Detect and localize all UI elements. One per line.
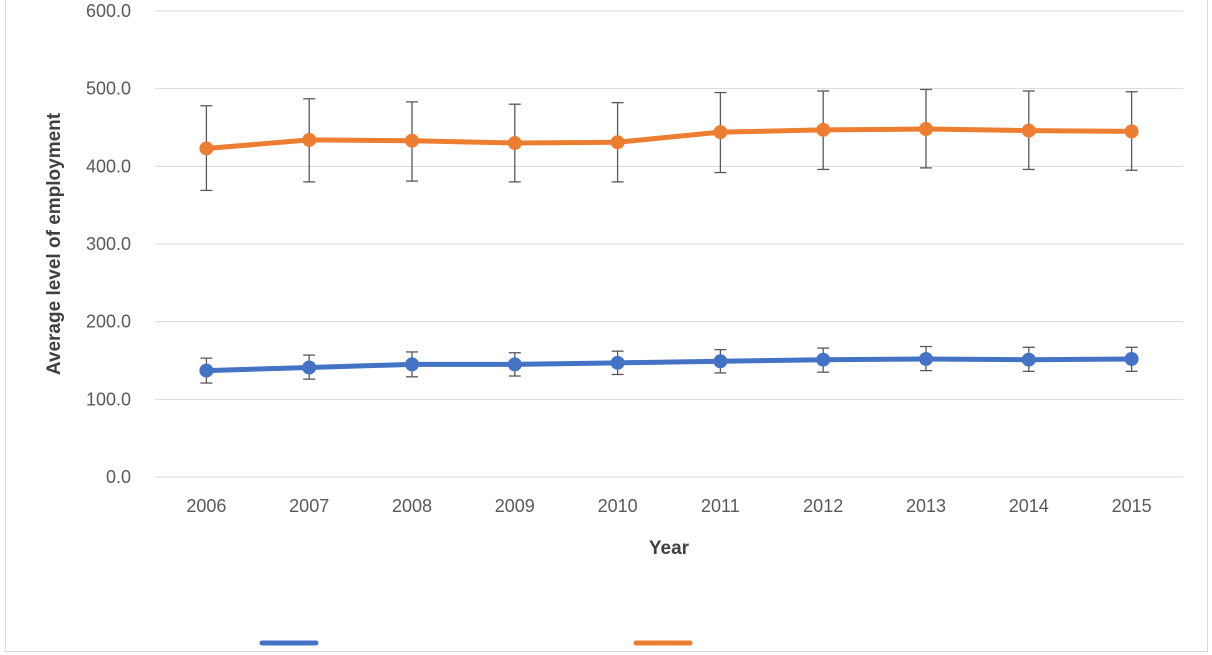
series-line xyxy=(203,356,1135,374)
x-tick-label: 2012 xyxy=(803,496,843,516)
y-tick-label: 200.0 xyxy=(86,312,131,332)
y-tick-label: 600.0 xyxy=(86,1,131,21)
x-axis-title: Year xyxy=(649,538,690,559)
x-tick-label: 2008 xyxy=(392,496,432,516)
data-point xyxy=(610,355,625,370)
x-tick-label: 2014 xyxy=(1009,496,1049,516)
data-point xyxy=(507,357,522,372)
data-point xyxy=(816,352,831,367)
chart-frame xyxy=(5,0,1208,652)
series-lines xyxy=(199,122,1139,378)
y-tick-label: 300.0 xyxy=(86,234,131,254)
x-tick-label: 2015 xyxy=(1112,496,1152,516)
data-point xyxy=(919,351,933,366)
data-point xyxy=(302,132,317,147)
x-axis-ticks: 2006 2007 2008 2009 2010 2011 2012 2013 2014 2015 xyxy=(186,496,1151,516)
gridlines xyxy=(155,10,1183,478)
y-tick-label: 500.0 xyxy=(86,79,131,99)
y-axis-title: Average level of employment xyxy=(44,112,65,375)
data-point xyxy=(1021,352,1036,367)
x-tick-label: 2010 xyxy=(598,496,638,516)
data-point xyxy=(919,122,933,137)
data-point xyxy=(302,360,317,375)
data-point xyxy=(199,141,214,156)
error-bars xyxy=(200,88,1138,384)
x-tick-label: 2011 xyxy=(701,496,740,516)
data-point xyxy=(405,133,419,148)
series-line xyxy=(203,126,1135,151)
data-point xyxy=(405,357,419,372)
x-tick-label: 2009 xyxy=(495,496,535,516)
data-point xyxy=(1124,351,1139,366)
data-point xyxy=(816,122,831,137)
data-point xyxy=(199,363,214,378)
y-tick-label: 400.0 xyxy=(86,156,131,176)
x-tick-label: 2006 xyxy=(186,496,226,516)
y-axis-ticks: 0.0 100.0 200.0 300.0 400.0 500.0 600.0 xyxy=(86,1,131,487)
y-tick-label: 0.0 xyxy=(106,467,131,487)
data-point xyxy=(713,354,728,369)
data-point xyxy=(1124,124,1139,139)
data-point xyxy=(713,125,728,140)
y-tick-label: 100.0 xyxy=(86,389,131,409)
data-point xyxy=(610,135,625,150)
x-tick-label: 2007 xyxy=(289,496,329,516)
x-tick-label: 2013 xyxy=(906,496,946,516)
data-point xyxy=(1021,123,1036,138)
data-point xyxy=(507,136,522,151)
